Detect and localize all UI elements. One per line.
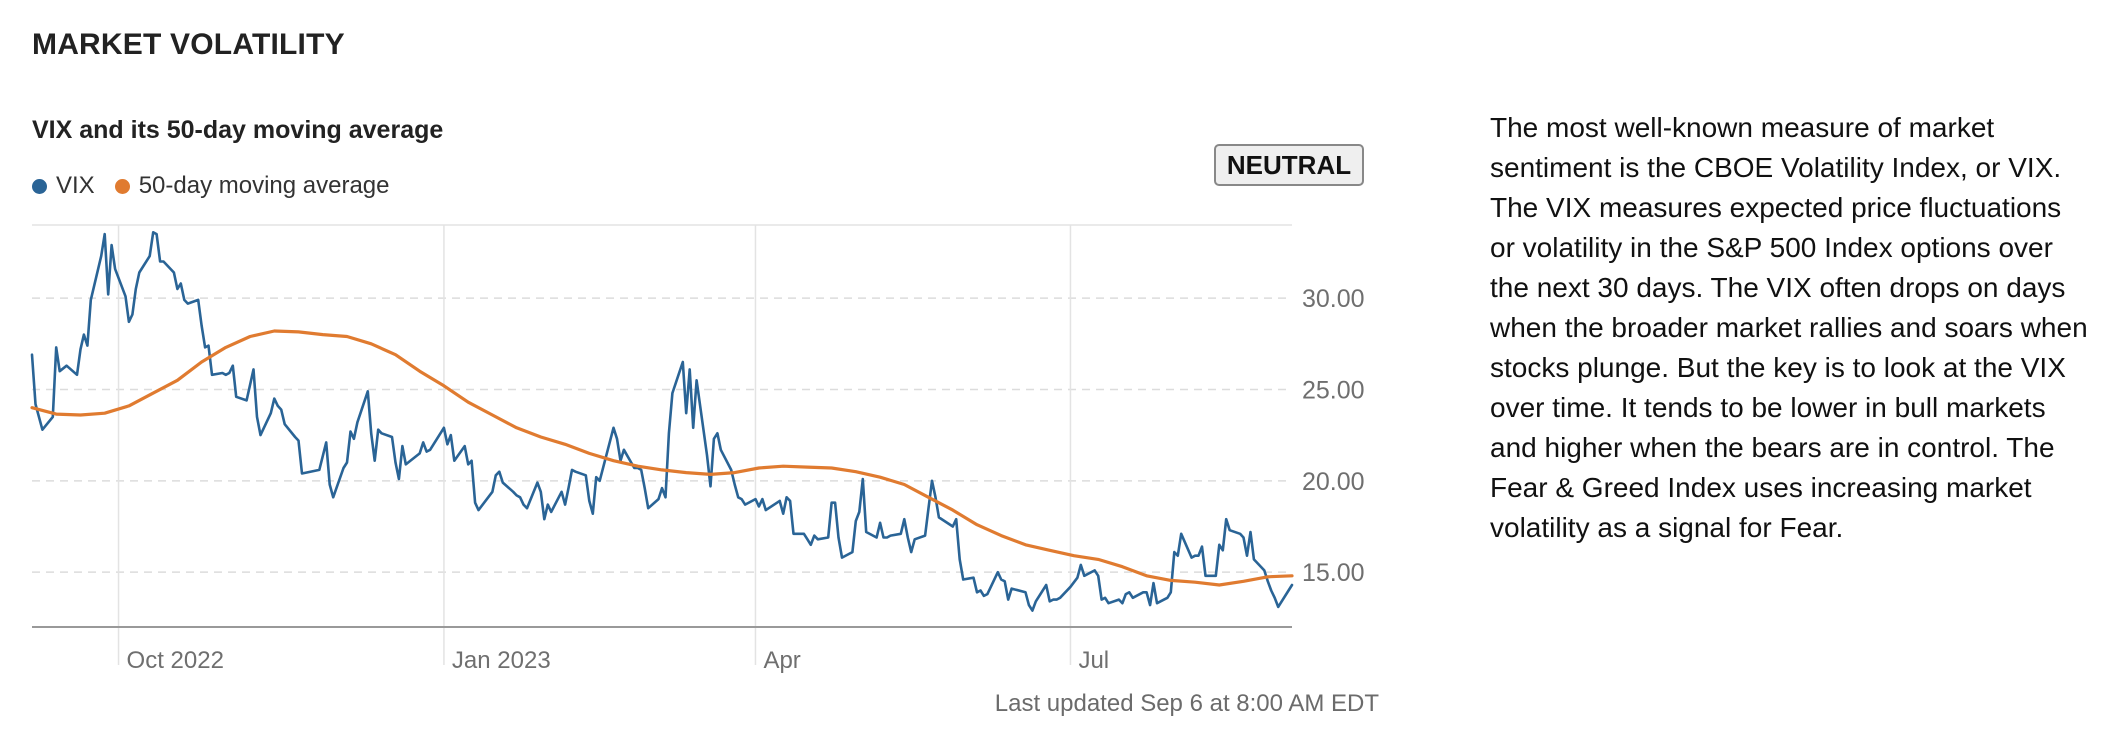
chart-legend: VIX 50-day moving average xyxy=(32,172,410,200)
legend-label-moving-average: 50-day moving average xyxy=(138,172,390,199)
y-tick-label: 20.00 xyxy=(1302,468,1365,496)
y-tick-label: 30.00 xyxy=(1302,285,1365,313)
legend-label-vix: VIX xyxy=(56,172,95,199)
y-tick-label: 15.00 xyxy=(1302,559,1365,587)
sentiment-badge: NEUTRAL xyxy=(1214,144,1364,186)
section-title: MARKET VOLATILITY xyxy=(32,28,345,61)
legend-item-moving-average[interactable]: 50-day moving average xyxy=(114,172,390,200)
x-tick-label: Apr xyxy=(763,647,800,674)
legend-dot-vix xyxy=(32,178,47,194)
vix-line xyxy=(30,231,1294,612)
moving-average-line xyxy=(30,329,1294,587)
y-tick-label: 25.00 xyxy=(1302,376,1365,404)
x-tick-label: Oct 2022 xyxy=(127,647,224,674)
description-text: The most well-known measure of market se… xyxy=(1490,112,2088,543)
legend-item-vix[interactable]: VIX xyxy=(32,172,95,200)
legend-dot-moving-average xyxy=(114,178,130,194)
last-updated-text: Last updated Sep 6 at 8:00 AM EDT xyxy=(994,690,1379,717)
x-tick-label: Jul xyxy=(1078,647,1109,674)
chart-title: VIX and its 50-day moving average xyxy=(32,116,444,144)
x-tick-label: Jan 2023 xyxy=(452,647,551,674)
vix-chart: 30.00 25.00 20.00 15.00 Oct 2022 Jan 2023 Apr J… xyxy=(30,224,1365,674)
